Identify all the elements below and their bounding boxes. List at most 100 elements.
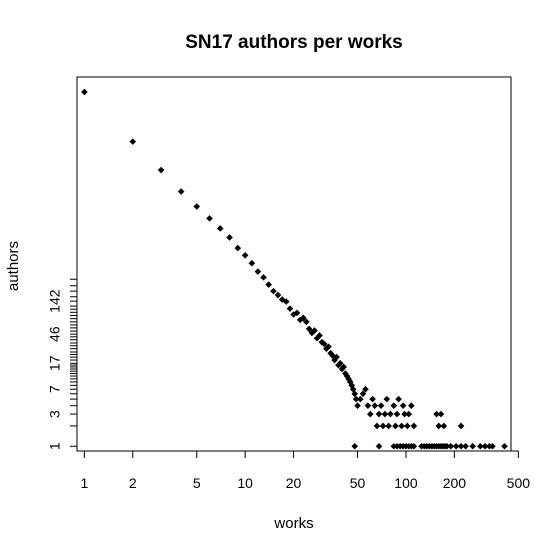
data-point (338, 365, 346, 373)
data-point (440, 422, 448, 430)
x-tick-label: 100 (394, 475, 418, 491)
y-tick-label: 17 (47, 355, 63, 371)
data-point (216, 225, 224, 232)
data-point (308, 329, 316, 337)
data-point (481, 442, 489, 450)
data-point (452, 442, 460, 450)
data-point (398, 422, 405, 430)
data-point (302, 318, 310, 326)
data-point (345, 375, 352, 383)
data-point (410, 442, 418, 450)
data-point (320, 340, 328, 348)
data-point (489, 442, 496, 450)
data-point (457, 422, 465, 430)
data-point (401, 410, 408, 418)
data-point (385, 422, 392, 430)
x-tick-label: 1 (80, 475, 88, 491)
data-point (443, 442, 451, 450)
data-point (377, 402, 385, 409)
data-point (392, 422, 399, 430)
data-point (270, 287, 277, 295)
data-point (234, 244, 242, 252)
data-point (349, 385, 357, 393)
data-point (359, 390, 367, 398)
data-point (366, 410, 374, 418)
data-point (383, 395, 391, 403)
x-axis-label: works (273, 515, 313, 532)
x-tick-label: 50 (350, 475, 366, 491)
x-axis: 1 2 5 10 20 50 100 200 500 (80, 450, 531, 491)
data-point (177, 188, 185, 195)
data-point (387, 410, 394, 418)
data-point (296, 316, 304, 324)
x-tick-label: 20 (286, 475, 302, 491)
data-point (404, 422, 411, 430)
data-point (373, 422, 381, 430)
data-point (371, 402, 379, 409)
data-point (433, 410, 440, 418)
data-point (393, 410, 401, 418)
x-tick-label: 500 (507, 475, 531, 491)
data-point (410, 422, 418, 430)
data-point (379, 422, 387, 430)
data-point (342, 370, 349, 377)
y-tick-label: 46 (47, 326, 63, 342)
data-point (340, 363, 347, 371)
data-point (457, 442, 465, 450)
data-point (381, 410, 389, 418)
data-point (254, 268, 262, 275)
data-point (477, 442, 484, 450)
data-point (129, 138, 137, 145)
x-tick-label: 200 (443, 475, 467, 491)
data-point (81, 88, 88, 96)
data-point (462, 442, 469, 450)
data-point (405, 410, 413, 418)
data-point (348, 382, 356, 389)
y-tick-label: 142 (47, 289, 63, 313)
y-tick-label: 7 (47, 385, 63, 393)
y-axis: 1 3 7 17 46 142 (47, 278, 78, 450)
data-point (501, 442, 508, 450)
x-tick-label: 2 (129, 475, 137, 491)
plot-frame (76, 76, 512, 452)
y-axis-label: authors (5, 241, 22, 291)
data-point (327, 349, 334, 357)
data-point (157, 166, 165, 174)
data-point (395, 395, 402, 403)
data-point (274, 291, 282, 299)
data-point (241, 251, 249, 259)
data-point (316, 332, 323, 339)
data-point (447, 442, 455, 450)
data-point (399, 402, 407, 409)
data-point (282, 298, 290, 305)
data-point (226, 234, 233, 241)
x-tick-label: 5 (193, 475, 201, 491)
data-point (206, 215, 213, 222)
data-point (311, 327, 318, 334)
data-point (248, 259, 256, 267)
data-point (335, 361, 342, 369)
data-points (81, 88, 508, 450)
data-point (193, 203, 201, 210)
data-point (437, 410, 445, 418)
data-point (362, 385, 369, 393)
data-point (265, 281, 272, 288)
data-point (260, 274, 267, 281)
data-point (290, 311, 297, 318)
data-point (354, 402, 361, 409)
data-point (278, 296, 286, 303)
data-point (375, 410, 383, 418)
data-point (375, 442, 383, 450)
x-tick-label: 10 (237, 475, 253, 491)
data-point (351, 390, 359, 398)
data-point (369, 395, 376, 403)
data-point (333, 353, 340, 361)
data-point (351, 442, 359, 450)
data-point (390, 402, 398, 409)
data-point (305, 325, 313, 333)
chart-title: SN17 authors per works (185, 32, 403, 53)
data-point (336, 359, 344, 367)
data-point (364, 402, 372, 409)
data-point (435, 422, 443, 430)
